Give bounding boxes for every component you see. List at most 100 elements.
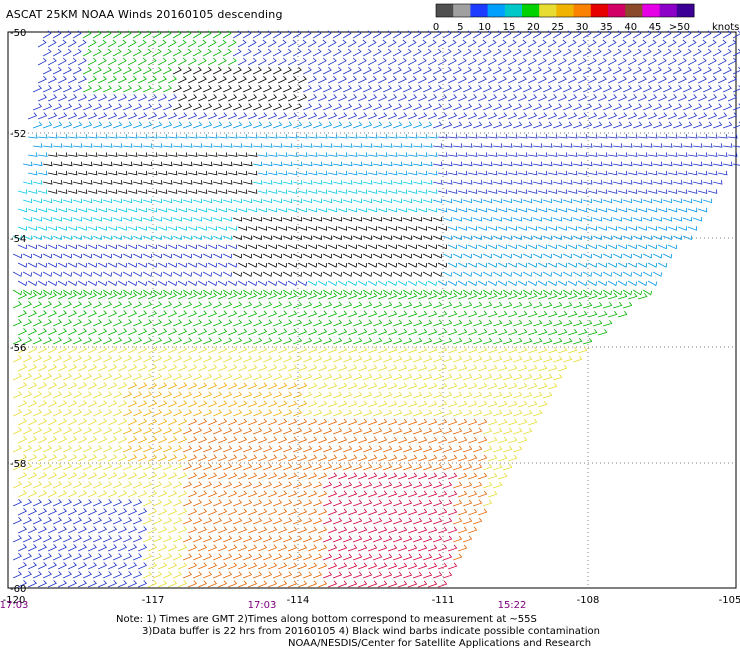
wind-barb (373, 180, 383, 185)
wind-barb (112, 66, 122, 75)
wind-barb (487, 382, 498, 390)
wind-barb (372, 391, 383, 399)
wind-barb (667, 94, 678, 102)
wind-barb (372, 30, 382, 39)
wind-barb (88, 170, 98, 176)
wind-barb (242, 427, 253, 435)
wind-barb (147, 580, 158, 588)
wind-barb (197, 39, 207, 48)
wind-barb (287, 39, 297, 48)
wind-barb (302, 48, 312, 57)
wind-barb (572, 253, 583, 259)
wind-barb (252, 319, 263, 327)
wind-barb (247, 364, 258, 372)
wind-barb (32, 373, 42, 381)
wind-barb (732, 121, 740, 129)
wind-barb (107, 472, 118, 480)
wind-barb (372, 103, 383, 111)
wind-barb (542, 198, 553, 204)
wind-barb (57, 508, 67, 516)
wind-barb (647, 189, 658, 194)
wind-barb (37, 526, 47, 534)
wind-barb (447, 189, 458, 194)
wind-barb (173, 180, 183, 185)
wind-barb (522, 121, 533, 129)
wind-barb (372, 553, 383, 561)
wind-barb (307, 364, 318, 372)
wind-barb (72, 409, 82, 417)
wind-barb (467, 436, 478, 444)
wind-barb (593, 180, 603, 185)
wind-barb (177, 57, 187, 66)
wind-barb (97, 400, 108, 408)
wind-barb (182, 499, 193, 507)
wind-barb (257, 328, 268, 336)
wind-barb (22, 463, 32, 471)
wind-barb (263, 161, 273, 167)
wind-barb (87, 310, 97, 318)
wind-barb (223, 143, 233, 148)
wind-barb (272, 391, 283, 399)
wind-barb (217, 454, 228, 462)
wind-barb (312, 409, 323, 417)
wind-barb (442, 66, 452, 75)
wind-barb (498, 152, 508, 157)
wind-barb (547, 364, 558, 372)
wind-barb (227, 244, 238, 250)
wind-barb (142, 30, 152, 39)
wind-barb (522, 48, 532, 57)
wind-barb (447, 508, 458, 516)
wind-barb (457, 490, 468, 498)
wind-barb (462, 253, 473, 259)
wind-barb (152, 445, 163, 453)
wind-barb (33, 143, 43, 148)
legend-swatch (504, 4, 523, 17)
wind-barb (592, 121, 603, 129)
wind-barb (102, 445, 113, 453)
wind-barb (332, 481, 343, 489)
wind-barb (533, 143, 543, 148)
wind-barb (112, 373, 123, 381)
wind-barb (472, 48, 482, 57)
wind-barb (232, 337, 243, 345)
wind-barb (62, 373, 72, 381)
wind-barb (682, 85, 692, 93)
wind-barb (457, 400, 468, 408)
wind-barb (558, 170, 568, 176)
wind-barb (57, 364, 67, 372)
wind-barb (87, 436, 97, 444)
wind-barb (167, 382, 178, 390)
wind-barb (112, 391, 123, 399)
wind-barb (602, 235, 613, 241)
wind-barb (67, 364, 77, 372)
wind-barb (357, 544, 368, 552)
wind-barb (262, 553, 273, 561)
wind-barb (77, 244, 88, 250)
wind-barb (217, 207, 228, 213)
wind-barb (732, 103, 740, 111)
wind-barb (92, 355, 102, 363)
wind-barb (347, 189, 358, 194)
wind-barb (127, 75, 137, 84)
wind-barb (323, 180, 333, 185)
wind-barb (292, 445, 303, 453)
wind-barb (162, 198, 173, 204)
wind-barb (107, 244, 118, 250)
wind-barb (407, 57, 417, 66)
wind-barb (228, 134, 238, 139)
wind-barb (92, 235, 103, 241)
wind-barb (157, 544, 168, 552)
wind-barb (517, 436, 528, 444)
wind-barb (122, 271, 133, 277)
wind-barb (417, 454, 428, 462)
wind-barb (162, 427, 173, 435)
wind-barb (662, 103, 673, 111)
wind-barb (547, 207, 558, 213)
wind-barb (682, 198, 693, 204)
wind-barb (182, 553, 193, 561)
wind-barb (557, 57, 567, 66)
wind-barb (102, 235, 113, 241)
wind-barb (172, 121, 183, 129)
wind-barb (117, 226, 128, 231)
wind-barb (252, 355, 263, 363)
